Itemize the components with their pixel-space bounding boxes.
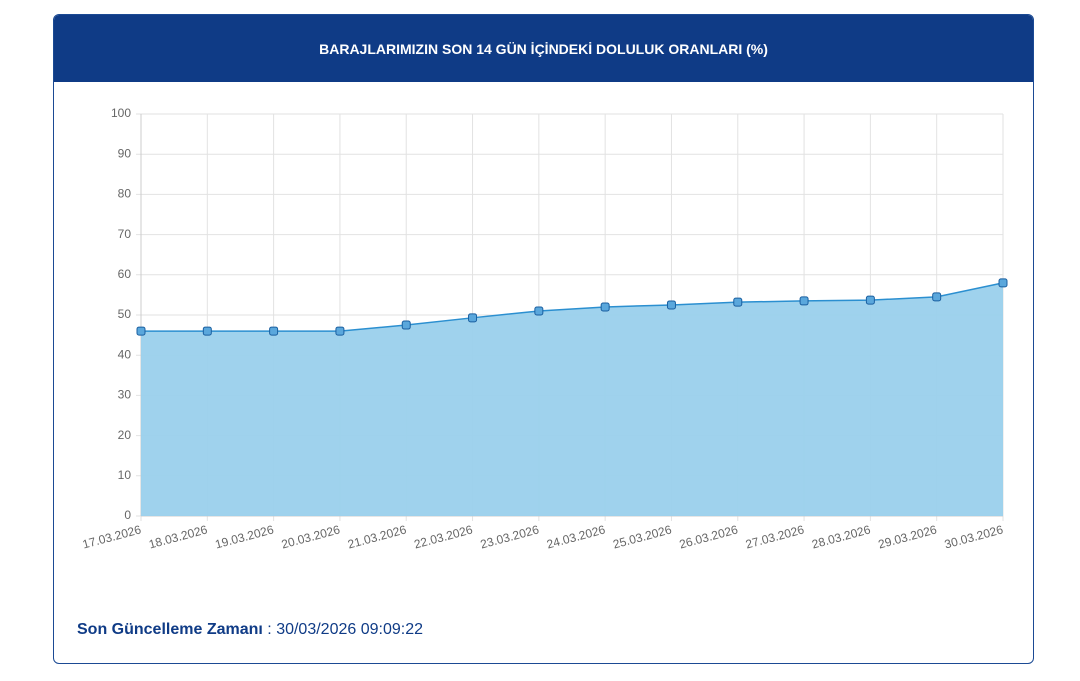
x-tick-label: 17.03.2026: [81, 522, 143, 551]
point: [269, 326, 279, 336]
x-tick-label: 22.03.2026: [412, 522, 474, 551]
x-tick-label: 29.03.2026: [877, 522, 939, 551]
point: [202, 326, 212, 336]
x-tick-label: 27.03.2026: [744, 522, 806, 551]
last-update-value: 30/03/2026 09:09:22: [276, 621, 423, 638]
y-tick-label: 30: [118, 388, 132, 402]
x-tick-label: 20.03.2026: [280, 522, 342, 551]
point: [932, 292, 942, 302]
y-tick-label: 20: [118, 428, 132, 442]
y-tick-label: 100: [111, 106, 131, 120]
line: [141, 282, 1004, 332]
chart-title: BARAJLARIMIZIN SON 14 GÜN İÇİNDEKİ DOLUL…: [54, 15, 1033, 82]
y-tick-label: 60: [118, 267, 132, 281]
x-tick-label: 18.03.2026: [147, 522, 209, 551]
x-tick-label: 23.03.2026: [479, 522, 541, 551]
x-tick-label: 25.03.2026: [611, 522, 673, 551]
point: [468, 313, 478, 323]
point: [401, 320, 411, 330]
point: [600, 302, 610, 312]
point: [733, 297, 743, 307]
point: [799, 296, 809, 306]
point: [998, 278, 1008, 288]
point: [666, 300, 676, 310]
x-tick-label: 26.03.2026: [678, 522, 740, 551]
y-tick-label: 90: [118, 146, 132, 160]
y-tick-label: 70: [118, 227, 132, 241]
point: [865, 295, 875, 305]
point: [136, 326, 146, 336]
x-tick-label: 24.03.2026: [545, 522, 607, 551]
last-update-label: Son Güncelleme Zamanı: [77, 621, 263, 638]
separator: :: [267, 621, 272, 638]
area: [141, 282, 1003, 516]
x-tick-label: 19.03.2026: [214, 522, 276, 551]
y-tick-label: 10: [118, 468, 132, 482]
y-tick-label: 40: [118, 347, 132, 361]
x-tick-label: 21.03.2026: [346, 522, 408, 551]
point: [335, 326, 345, 336]
y-tick-label: 0: [124, 508, 131, 522]
y-tick-label: 80: [118, 187, 132, 201]
chart: 0 10 20 30 40 50 60 70 80 90 100 17.03.2026 18.03.20…: [81, 106, 1008, 552]
last-update: Son Güncelleme Zamanı : 30/03/2026 09:09…: [77, 621, 423, 639]
card: BARAJLARIMIZIN SON 14 GÜN İÇİNDEKİ DOLUL…: [53, 14, 1034, 664]
y-tick-label: 50: [118, 307, 132, 321]
x-tick-label: 28.03.2026: [810, 522, 872, 551]
point: [534, 306, 544, 316]
x-tick-label: 30.03.2026: [943, 522, 1005, 551]
